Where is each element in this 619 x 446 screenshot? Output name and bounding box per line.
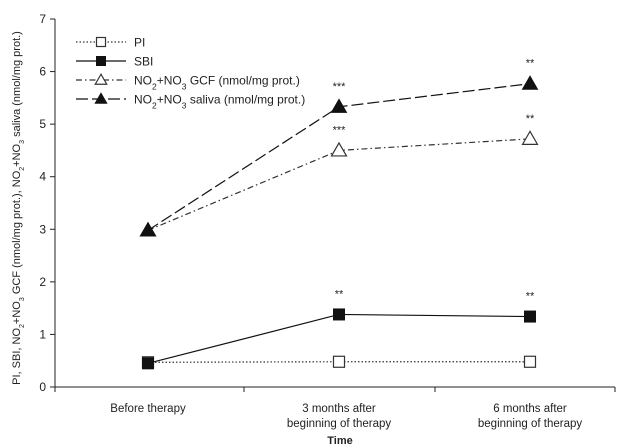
legend-entry: NO2+NO3 saliva (nmol/mg prot.) — [76, 92, 305, 111]
y-tick-label: 2 — [39, 275, 46, 289]
data-point — [521, 130, 539, 145]
legend-label: NO2+NO3 GCF (nmol/mg prot.) — [134, 74, 300, 92]
significance-marker: *** — [333, 81, 347, 93]
y-tick-label: 5 — [39, 117, 46, 131]
significance-annotations: ** ************ — [333, 58, 535, 303]
legend-marker — [95, 36, 107, 48]
significance-marker: ** — [335, 288, 344, 300]
legend-marker — [94, 92, 108, 104]
x-axis: Before therapy 3 months after beginning of… — [54, 386, 616, 430]
series-line — [147, 361, 530, 363]
series-sbi-1 — [142, 308, 536, 370]
x-category-label: 6 months after beginning of therapy — [478, 403, 582, 430]
series-pi-0 — [141, 355, 537, 369]
y-tick-label: 1 — [39, 327, 46, 341]
data-point — [330, 141, 348, 157]
y-tick-label: 0 — [39, 380, 46, 394]
significance-marker: *** — [333, 124, 347, 136]
legend-label: SBI — [134, 55, 153, 69]
y-axis-title: PI, SBI, NO2+NO3 GCF (nmol/mg prot.), NO… — [11, 31, 26, 385]
data-point — [142, 357, 154, 370]
data-point — [524, 310, 536, 323]
y-axis: 0 1 2 3 4 5 6 7 — [39, 12, 56, 394]
series-no2no3-2 — [139, 130, 539, 237]
x-category-label: 3 months after beginning of therapy — [287, 403, 391, 430]
legend-label: PI — [134, 36, 145, 50]
legend-entry: NO2+NO3 GCF (nmol/mg prot.) — [76, 73, 300, 92]
significance-marker: ** — [526, 58, 535, 70]
y-tick-label: 4 — [39, 170, 46, 184]
data-point — [139, 221, 157, 237]
data-point — [523, 355, 537, 368]
y-tick-label: 3 — [39, 222, 46, 236]
significance-marker: ** — [526, 291, 535, 303]
legend-entry: SBI — [76, 55, 153, 69]
x-category-label: Before therapy — [110, 403, 186, 415]
x-axis-title: Time — [327, 435, 352, 446]
legend-entry: PI — [76, 36, 145, 50]
significance-marker: ** — [526, 113, 535, 125]
series-no2no3-3 — [139, 75, 539, 237]
series-layer — [139, 75, 539, 370]
legend-marker — [96, 56, 106, 66]
data-point — [521, 75, 539, 90]
legend: PI SBI NO2+NO3 GCF (nmol/mg prot.)NO2+NO3 … — [76, 36, 305, 111]
data-point — [333, 308, 345, 321]
legend-label: NO2+NO3 saliva (nmol/mg prot.) — [134, 93, 305, 111]
y-tick-label: 7 — [39, 12, 46, 26]
y-tick-label: 6 — [39, 65, 46, 79]
legend-marker — [94, 73, 108, 85]
data-point — [332, 355, 346, 368]
data-point — [330, 98, 348, 113]
